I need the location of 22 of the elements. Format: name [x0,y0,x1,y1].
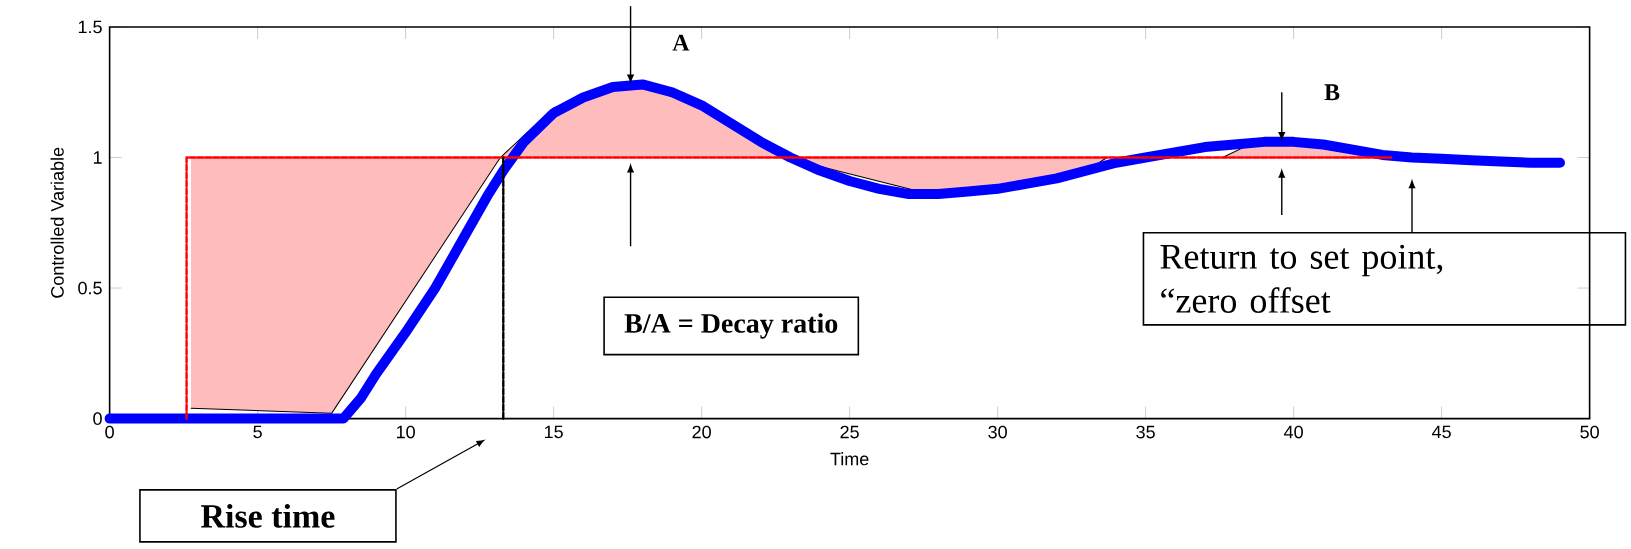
y-tick-label: 1 [93,151,102,164]
x-axis-title: Time [830,452,869,466]
y-axis-title: Controlled Variable [50,147,64,298]
y-tick-label: 0.5 [78,281,102,295]
y-tick-label: 1.5 [78,20,102,34]
x-tick-label: 10 [396,425,415,439]
x-tick-label: 35 [1136,425,1155,439]
x-tick-label: 20 [692,425,711,439]
x-tick-label: 50 [1580,425,1599,439]
y-tick-label: 0 [93,412,102,425]
x-tick-label: 5 [253,425,262,439]
annotation: Return to set point, “zero offset [1160,244,1443,313]
annotation: B [1324,84,1340,101]
annotation: A [672,34,690,51]
x-tick-label: 25 [840,425,859,439]
x-tick-label: 30 [988,425,1007,439]
text: Rise time [201,503,335,528]
annotation: B/A = Decay ratio [624,313,838,339]
x-tick-label: 0 [105,425,114,439]
x-tick-label: 15 [544,425,563,439]
x-tick-label: 45 [1432,425,1451,439]
x-tick-label: 40 [1284,425,1303,439]
